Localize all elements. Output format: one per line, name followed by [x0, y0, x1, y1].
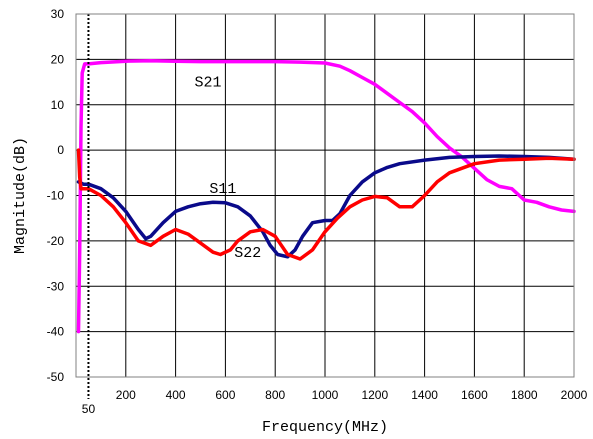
y-tick-labels: -50 -40 -30 -20 -10 0 10 20 30 [47, 7, 65, 384]
x-tick-label: 1200 [361, 388, 388, 402]
y-axis-title: Magnitude(dB) [12, 137, 29, 254]
x-tick-label: 400 [166, 388, 186, 402]
x-tick-label: 600 [215, 388, 235, 402]
x-tick-label: 2000 [561, 388, 588, 402]
x-tick-label: 1800 [511, 388, 538, 402]
series-line-s22 [76, 148, 576, 261]
x-tick-label: 1400 [411, 388, 438, 402]
y-tick-label: 10 [51, 98, 65, 112]
x-tick-label: 1000 [312, 388, 339, 402]
y-tick-label: 30 [51, 7, 65, 21]
series-label-s11: S11 [209, 181, 236, 198]
series-line-s21 [76, 58, 576, 334]
y-tick-label: -10 [47, 189, 65, 203]
y-tick-label: 0 [57, 143, 64, 157]
x-tick-label: 200 [116, 388, 136, 402]
y-tick-label: -30 [47, 279, 65, 293]
x-tick-label: 800 [265, 388, 285, 402]
x-tick-label: 1600 [461, 388, 488, 402]
y-tick-label: -50 [47, 370, 65, 384]
plot-area-frame [75, 13, 575, 378]
y-tick-label: -40 [47, 325, 65, 339]
series-label-s21: S21 [194, 75, 221, 92]
x-tick-labels: 200 400 600 800 1000 1200 1400 1600 1800 2000 [116, 388, 588, 402]
series-label-s22: S22 [234, 245, 261, 262]
series-line-s11 [76, 154, 576, 259]
grid [76, 13, 575, 378]
y-tick-label: -20 [47, 234, 65, 248]
x-axis-title: Frequency(MHz) [262, 419, 388, 436]
marker-label: 50 [82, 402, 96, 416]
series-lines [76, 58, 576, 334]
marker-line: 50 [82, 14, 96, 416]
series-annotations: S21 S11 S22 [194, 75, 261, 262]
y-tick-label: 20 [51, 52, 65, 66]
